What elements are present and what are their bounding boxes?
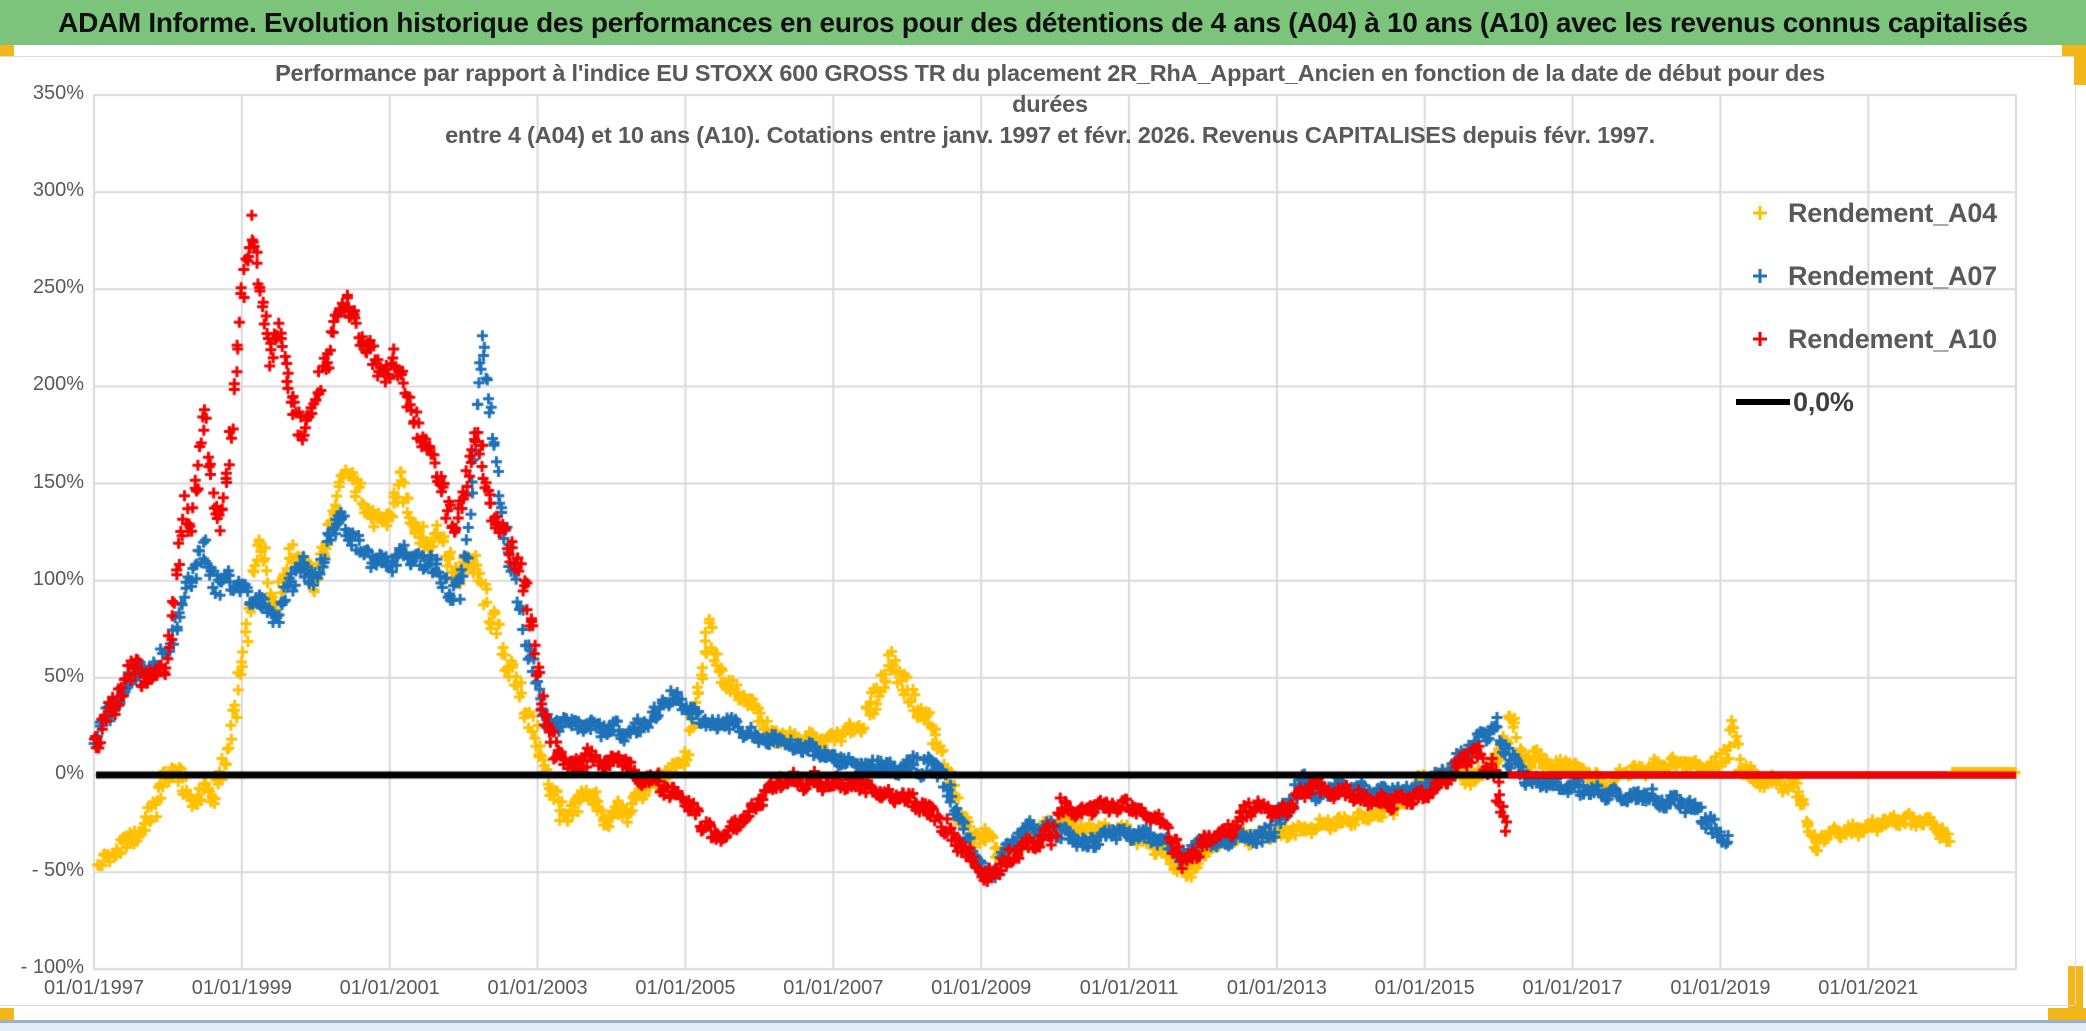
- bottom-strip: [0, 1020, 2086, 1031]
- y-axis-label: 100%: [32, 567, 84, 590]
- x-axis-label: 01/01/2005: [635, 977, 736, 999]
- y-axis-label: 350%: [32, 81, 84, 104]
- chart-title-line-2: durées: [1012, 91, 1088, 117]
- x-axis-label: 01/01/1997: [43, 977, 145, 999]
- chart-title-line-3: entre 4 (A04) et 10 ans (A10). Cotations…: [445, 122, 1655, 148]
- y-axis-label: 300%: [32, 179, 84, 202]
- y-axis-label: 250%: [32, 276, 84, 299]
- x-axis-label: 01/01/2021: [1818, 977, 1919, 999]
- zero-line-marker-icon: [1736, 399, 1790, 405]
- legend-label: Rendement_A04: [1788, 197, 1997, 228]
- legend-item-rendement-a10: Rendement_A10: [1736, 321, 1997, 357]
- x-axis-label: 01/01/2015: [1374, 977, 1475, 999]
- x-axis-label: 01/01/2003: [487, 977, 588, 999]
- x-axis-label: 01/01/1999: [191, 977, 292, 999]
- y-axis-label: - 100%: [20, 956, 84, 979]
- plus-marker-icon: [1753, 269, 1767, 283]
- x-axis-label: 01/01/2001: [339, 977, 440, 999]
- y-axis-label: 50%: [43, 664, 84, 687]
- legend-item-rendement-a04: Rendement_A04: [1736, 195, 1997, 231]
- y-axis-label: 150%: [32, 470, 84, 493]
- y-axis-label: 0%: [55, 762, 84, 784]
- x-axis-label: 01/01/2009: [931, 977, 1032, 999]
- plus-marker-icon: [1753, 332, 1767, 346]
- chart-title-line-1: Performance par rapport à l'indice EU ST…: [275, 60, 1825, 86]
- y-axis-label: 200%: [32, 373, 84, 396]
- legend-item-zero-line: 0,0%: [1736, 384, 1854, 420]
- legend-label: Rendement_A10: [1788, 323, 1997, 354]
- x-axis-label: 01/01/2007: [783, 977, 884, 999]
- x-axis-label: 01/01/2017: [1522, 977, 1623, 999]
- legend-item-rendement-a07: Rendement_A07: [1736, 258, 1997, 294]
- x-axis-label: 01/01/2011: [1079, 977, 1179, 999]
- x-axis-label: 01/01/2013: [1226, 977, 1327, 999]
- x-axis-label: 01/01/2019: [1670, 977, 1771, 999]
- plus-marker-icon: [1753, 206, 1767, 220]
- legend-label: 0,0%: [1793, 386, 1854, 417]
- chart-title: Performance par rapport à l'indice EU ST…: [170, 58, 1930, 151]
- y-axis-label: - 50%: [31, 859, 84, 882]
- legend-label: Rendement_A07: [1788, 260, 1997, 291]
